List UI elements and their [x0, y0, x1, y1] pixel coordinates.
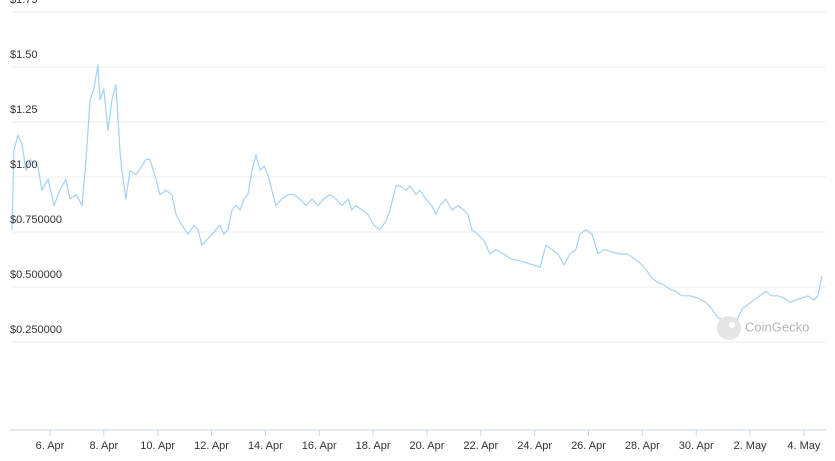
- watermark-logo: [717, 316, 741, 340]
- y-tick-label: $1.50: [10, 49, 38, 61]
- y-tick-label: $0.500000: [10, 269, 62, 281]
- y-tick-label: $1.00: [10, 159, 38, 171]
- y-tick-label: $1.75: [10, 0, 38, 6]
- x-tick-label: 24. Apr: [517, 440, 552, 452]
- x-tick-label: 22. Apr: [463, 440, 498, 452]
- watermark-text: CoinGecko: [745, 319, 809, 334]
- x-tick-label: 4. May: [787, 440, 821, 452]
- price-line: [11, 64, 823, 323]
- x-tick-label: 28. Apr: [625, 440, 660, 452]
- y-tick-label: $1.25: [10, 104, 38, 116]
- x-tick-label: 20. Apr: [410, 440, 445, 452]
- x-tick-label: 10. Apr: [140, 440, 175, 452]
- y-tick-label: $0.750000: [10, 214, 62, 226]
- x-tick-label: 16. Apr: [302, 440, 337, 452]
- x-tick-label: 2. May: [734, 440, 768, 452]
- x-tick-label: 18. Apr: [356, 440, 391, 452]
- x-tick-label: 6. Apr: [36, 440, 65, 452]
- y-tick-label: $0.250000: [10, 324, 62, 336]
- x-tick-label: 12. Apr: [194, 440, 229, 452]
- x-tick-label: 26. Apr: [571, 440, 606, 452]
- x-tick-label: 8. Apr: [89, 440, 118, 452]
- watermark: CoinGecko: [717, 316, 809, 340]
- x-tick-label: 30. Apr: [679, 440, 714, 452]
- watermark-logo-eye: [729, 322, 735, 328]
- x-tick-label: 14. Apr: [248, 440, 283, 452]
